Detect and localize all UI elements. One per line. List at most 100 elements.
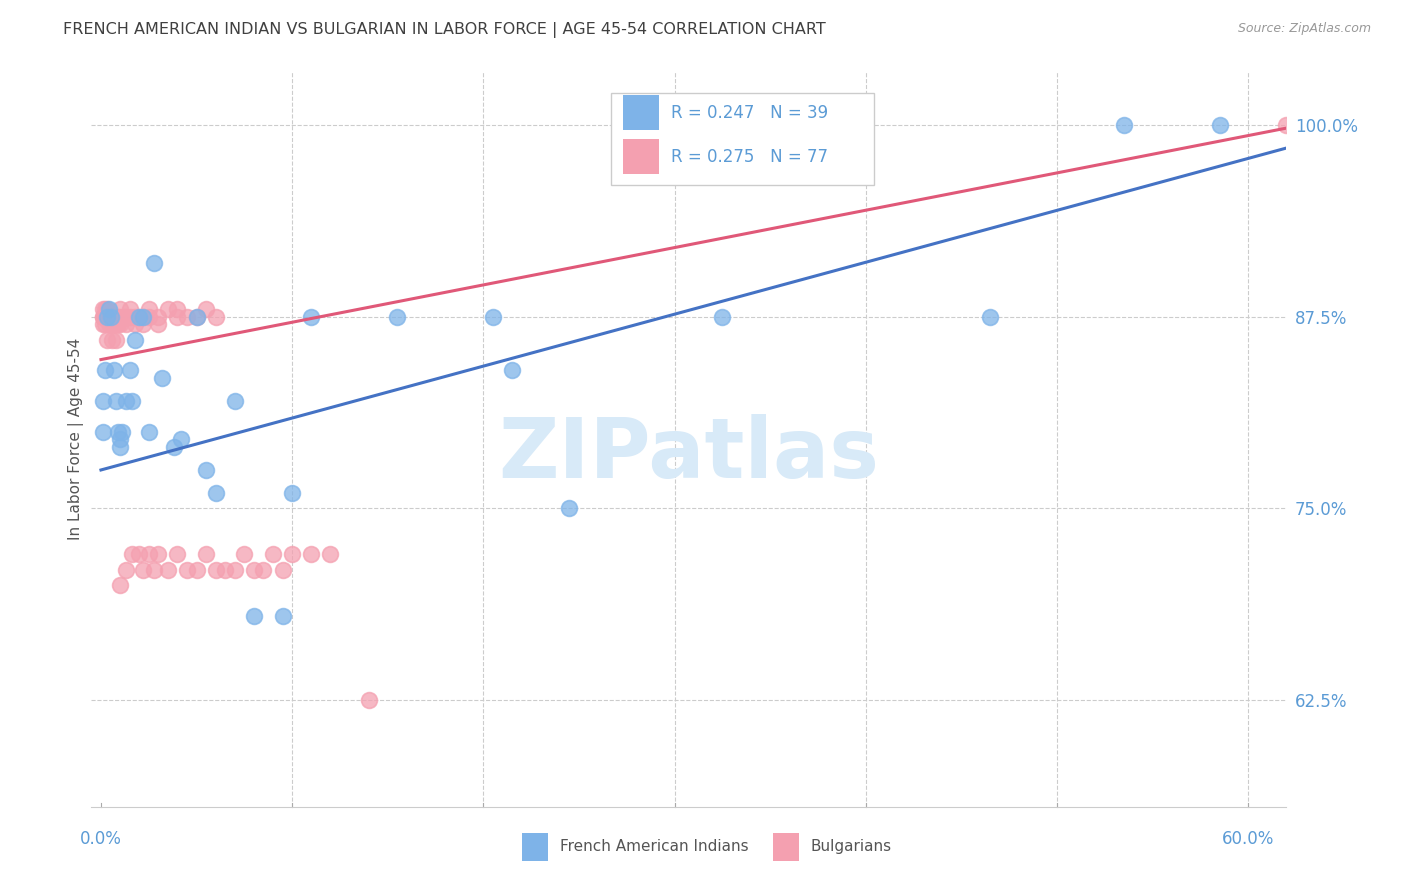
Point bbox=[128, 547, 150, 561]
Point bbox=[121, 394, 143, 409]
Point bbox=[105, 333, 128, 347]
Point bbox=[148, 318, 170, 332]
Point bbox=[103, 363, 125, 377]
Point bbox=[97, 310, 120, 324]
Point bbox=[132, 318, 155, 332]
Point bbox=[252, 563, 274, 577]
Point bbox=[156, 301, 179, 316]
Point bbox=[186, 310, 208, 324]
Point bbox=[124, 310, 146, 324]
Point bbox=[214, 563, 236, 577]
Point bbox=[143, 563, 166, 577]
Point bbox=[166, 547, 188, 561]
Point bbox=[91, 394, 114, 409]
Text: Bulgarians: Bulgarians bbox=[811, 839, 891, 855]
Point bbox=[114, 310, 136, 324]
FancyBboxPatch shape bbox=[623, 95, 659, 130]
Point bbox=[281, 547, 304, 561]
Point bbox=[204, 563, 226, 577]
Point bbox=[108, 432, 131, 446]
Point bbox=[243, 563, 266, 577]
Point bbox=[108, 310, 131, 324]
Point bbox=[111, 425, 134, 439]
Point bbox=[132, 563, 155, 577]
Point bbox=[176, 310, 198, 324]
Text: FRENCH AMERICAN INDIAN VS BULGARIAN IN LABOR FORCE | AGE 45-54 CORRELATION CHART: FRENCH AMERICAN INDIAN VS BULGARIAN IN L… bbox=[63, 22, 825, 38]
Point bbox=[91, 310, 114, 324]
Point bbox=[148, 547, 170, 561]
Point bbox=[108, 301, 131, 316]
Point bbox=[108, 318, 131, 332]
Point bbox=[96, 310, 118, 324]
Point bbox=[96, 310, 118, 324]
Point bbox=[100, 318, 122, 332]
Point bbox=[96, 301, 118, 316]
Point bbox=[299, 310, 322, 324]
Point bbox=[711, 310, 734, 324]
Point bbox=[979, 310, 1001, 324]
Point bbox=[166, 301, 188, 316]
Point bbox=[94, 363, 117, 377]
Point bbox=[262, 547, 284, 561]
Point bbox=[121, 547, 143, 561]
Point bbox=[482, 310, 505, 324]
Point bbox=[124, 318, 146, 332]
Point bbox=[108, 578, 131, 592]
Point bbox=[91, 425, 114, 439]
Point bbox=[94, 318, 117, 332]
Point bbox=[97, 318, 120, 332]
Y-axis label: In Labor Force | Age 45-54: In Labor Force | Age 45-54 bbox=[69, 338, 84, 541]
Text: R = 0.247   N = 39: R = 0.247 N = 39 bbox=[671, 103, 828, 121]
FancyBboxPatch shape bbox=[623, 139, 659, 175]
Point bbox=[195, 547, 218, 561]
Point bbox=[138, 425, 160, 439]
Point bbox=[118, 363, 141, 377]
Point bbox=[118, 301, 141, 316]
Point bbox=[124, 333, 146, 347]
Point bbox=[281, 486, 304, 500]
Point bbox=[128, 310, 150, 324]
Point bbox=[114, 563, 136, 577]
Point bbox=[100, 310, 122, 324]
Point bbox=[105, 310, 128, 324]
Point bbox=[204, 486, 226, 500]
Point bbox=[299, 547, 322, 561]
Text: ZIPatlas: ZIPatlas bbox=[499, 414, 879, 494]
Point bbox=[357, 693, 380, 707]
Point bbox=[143, 256, 166, 270]
Point bbox=[91, 310, 114, 324]
Point bbox=[96, 310, 118, 324]
Point bbox=[91, 301, 114, 316]
Point bbox=[103, 318, 125, 332]
Point bbox=[138, 301, 160, 316]
Point bbox=[97, 301, 120, 316]
Point bbox=[108, 440, 131, 454]
Point bbox=[94, 310, 117, 324]
Point bbox=[114, 318, 136, 332]
Text: 60.0%: 60.0% bbox=[1222, 830, 1274, 848]
Point bbox=[243, 608, 266, 623]
FancyBboxPatch shape bbox=[772, 833, 799, 861]
Point bbox=[1208, 118, 1230, 132]
Point bbox=[103, 310, 125, 324]
Point bbox=[138, 547, 160, 561]
Point bbox=[156, 563, 179, 577]
Point bbox=[138, 310, 160, 324]
Text: French American Indians: French American Indians bbox=[560, 839, 748, 855]
Point bbox=[101, 318, 124, 332]
Text: 0.0%: 0.0% bbox=[80, 830, 122, 848]
Point bbox=[166, 310, 188, 324]
Point bbox=[132, 310, 155, 324]
Text: Source: ZipAtlas.com: Source: ZipAtlas.com bbox=[1237, 22, 1371, 36]
Point bbox=[148, 310, 170, 324]
Point bbox=[114, 394, 136, 409]
Point bbox=[195, 463, 218, 477]
Point bbox=[94, 301, 117, 316]
Point bbox=[387, 310, 409, 324]
Point bbox=[91, 318, 114, 332]
Point bbox=[94, 310, 117, 324]
Point bbox=[233, 547, 256, 561]
Point bbox=[96, 333, 118, 347]
Point bbox=[107, 318, 129, 332]
Point bbox=[107, 310, 129, 324]
